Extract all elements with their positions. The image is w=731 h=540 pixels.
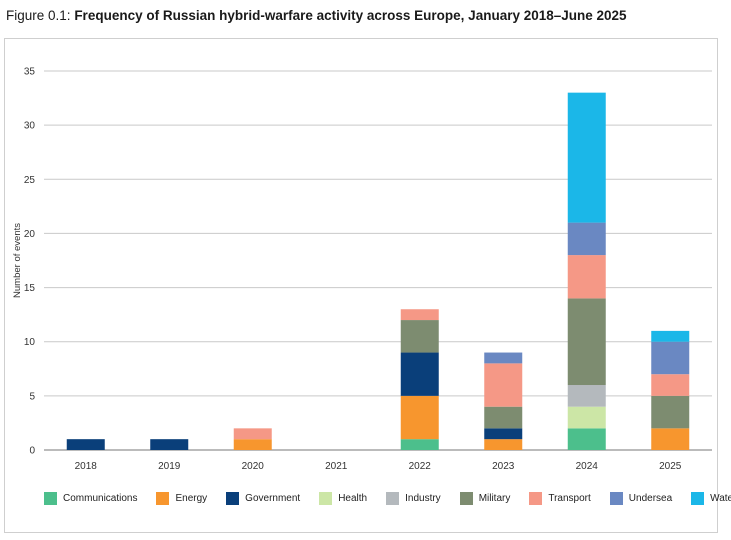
bar-segment-energy [651, 428, 690, 450]
x-tick-label: 2019 [158, 461, 181, 472]
bar-segment-government [150, 439, 189, 450]
legend-item-industry: Industry [386, 492, 441, 505]
bar-segment-military [651, 395, 690, 429]
x-tick-label: 2018 [75, 461, 98, 472]
y-tick-label: 0 [29, 446, 35, 457]
bar-segment-undersea [651, 341, 690, 375]
legend-item-communications: Communications [44, 492, 137, 505]
legend-swatch [459, 492, 473, 505]
bar-segment-government [484, 428, 523, 440]
legend-item-energy: Energy [156, 492, 207, 505]
legend-label: Military [478, 493, 511, 504]
y-tick-label: 5 [29, 391, 35, 402]
bar-segment-health [567, 406, 606, 429]
x-tick-label: 2022 [409, 461, 432, 472]
figure-title: Figure 0.1: Frequency of Russian hybrid-… [6, 8, 627, 23]
legend-swatch [529, 492, 543, 505]
legend-label: Communications [63, 493, 138, 504]
y-tick-label: 25 [24, 175, 36, 186]
bar-segment-government [400, 352, 439, 396]
bar-segment-military [567, 298, 606, 386]
y-tick-label: 10 [24, 337, 36, 348]
y-axis-label: Number of events [12, 223, 23, 298]
legend-item-undersea: Undersea [609, 492, 673, 505]
x-tick-label: 2023 [492, 461, 515, 472]
bar-segment-transport [567, 255, 606, 299]
bar-segment-communications [567, 428, 606, 450]
y-tick-label: 35 [24, 67, 36, 78]
bar-segment-transport [484, 363, 523, 407]
y-tick-label: 15 [24, 283, 36, 294]
bar-segment-water [651, 330, 690, 342]
legend-item-water: Water [691, 492, 731, 505]
legend-swatch [386, 492, 400, 505]
legend-label: Industry [405, 493, 441, 504]
x-tick-label: 2020 [242, 461, 265, 472]
legend-label: Health [338, 493, 368, 504]
bar-segment-industry [567, 385, 606, 407]
legend-label: Undersea [628, 493, 673, 504]
legend-item-transport: Transport [529, 492, 591, 505]
bar-segment-transport [400, 309, 439, 321]
legend-label: Energy [175, 493, 208, 504]
chart-legend: Communications Energy Government Health Indu… [44, 492, 731, 505]
bar-segment-undersea [484, 352, 523, 364]
legend-swatch [44, 492, 57, 505]
legend-swatch [319, 492, 333, 505]
legend-swatch [156, 492, 170, 505]
bar-segment-military [400, 320, 439, 353]
figure-label: Figure 0.1: [6, 8, 71, 23]
bar-segment-energy [233, 439, 272, 450]
bar-segment-energy [400, 395, 439, 440]
y-tick-label: 30 [24, 121, 36, 132]
legend-label: Government [245, 493, 301, 504]
bar-segment-water [567, 92, 606, 223]
legend-item-military: Military [459, 492, 511, 505]
legend-swatch [609, 492, 623, 505]
figure-title-text: Frequency of Russian hybrid-warfare acti… [74, 8, 627, 23]
bar-segment-energy [484, 439, 523, 450]
legend-swatch [226, 492, 240, 505]
bar-segment-transport [233, 428, 272, 440]
legend-item-government: Government [226, 492, 300, 505]
x-tick-label: 2024 [576, 461, 599, 472]
bar-segment-government [66, 439, 105, 450]
bar-segment-transport [651, 374, 690, 396]
bar-segment-undersea [567, 222, 606, 256]
legend-label: Water [710, 493, 731, 504]
chart-frame [4, 38, 718, 533]
x-tick-label: 2025 [659, 461, 682, 472]
bar-segment-military [484, 406, 523, 429]
legend-label: Transport [548, 493, 591, 504]
x-tick-label: 2021 [325, 461, 348, 472]
legend-item-health: Health [319, 492, 367, 505]
bar-segment-communications [400, 439, 439, 450]
legend-swatch [691, 492, 705, 505]
y-tick-label: 20 [24, 229, 36, 240]
